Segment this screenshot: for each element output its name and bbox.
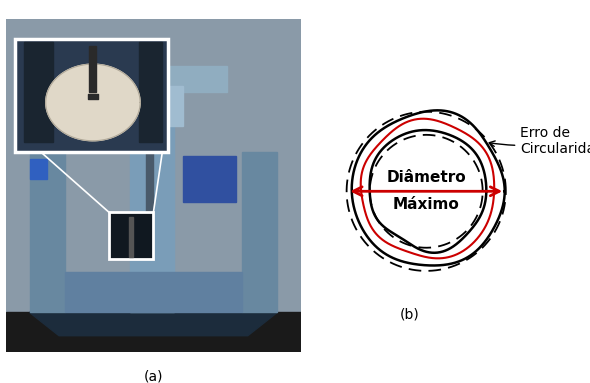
- Bar: [65, 272, 242, 313]
- Bar: [242, 152, 277, 313]
- Bar: [146, 123, 153, 213]
- Polygon shape: [46, 64, 140, 141]
- Bar: [183, 156, 236, 202]
- Bar: [15, 39, 168, 152]
- Text: (b): (b): [400, 307, 420, 321]
- Bar: [6, 313, 301, 352]
- Bar: [30, 129, 65, 313]
- Bar: [139, 43, 162, 142]
- Bar: [24, 43, 53, 142]
- Bar: [30, 159, 47, 179]
- Bar: [130, 79, 174, 313]
- Text: Erro de
Circularidade: Erro de Circularidade: [489, 126, 590, 156]
- Text: Diâmetro: Diâmetro: [386, 170, 466, 185]
- Text: (a): (a): [143, 369, 163, 383]
- Bar: [109, 213, 153, 259]
- Polygon shape: [30, 313, 277, 336]
- Bar: [86, 43, 103, 76]
- Text: Máximo: Máximo: [393, 197, 460, 212]
- Bar: [89, 46, 97, 92]
- Bar: [80, 66, 227, 92]
- Bar: [124, 86, 183, 126]
- Bar: [129, 218, 133, 257]
